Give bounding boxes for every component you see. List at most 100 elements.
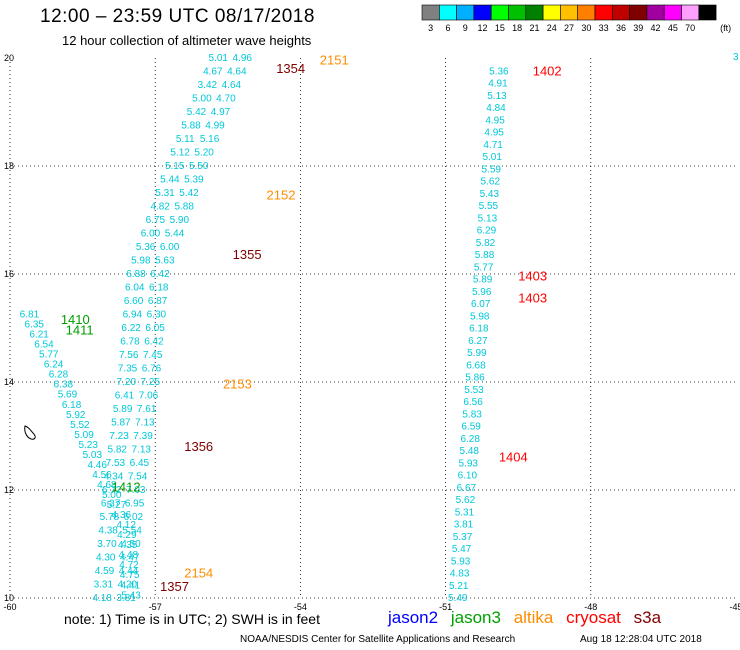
pass-label-cryosat: 1403 xyxy=(518,269,547,284)
swh-value: 5.12 xyxy=(170,148,190,159)
swh-value: 4.35 xyxy=(118,540,138,551)
colorbar-unit: (ft) xyxy=(720,23,731,33)
swh-value: 6.02 xyxy=(124,512,144,523)
swh-value: 7.35 xyxy=(118,364,138,375)
swh-value: 5.98 xyxy=(470,311,490,322)
footer-timestamp: Aug 18 12:28:04 UTC 2018 xyxy=(580,634,702,645)
colorbar-swatch xyxy=(698,4,717,21)
swh-value: 6.05 xyxy=(145,323,165,334)
swh-value: 6.07 xyxy=(471,299,491,310)
swh-value: 4.50 xyxy=(121,539,141,550)
swh-value: 4.18 xyxy=(92,593,112,604)
swh-value: 7.06 xyxy=(139,391,159,402)
swh-value: 6.37 xyxy=(101,499,121,510)
colorbar-label: 6 xyxy=(445,23,450,33)
swh-value: 5.98 xyxy=(131,256,151,267)
swh-value: 5.99 xyxy=(467,348,487,359)
swh-value: 5.53 xyxy=(464,385,484,396)
swh-value: 6.24 xyxy=(44,360,64,371)
swh-value: 6.27 xyxy=(468,336,488,347)
swh-value: 4.20 xyxy=(118,580,138,591)
swh-value: 6.41 xyxy=(115,391,135,402)
swh-value: 6.00 xyxy=(160,242,180,253)
swh-value: 6.59 xyxy=(461,422,481,433)
pass-label-altika: 2152 xyxy=(267,188,296,203)
lon-tick-label: -45 xyxy=(729,602,740,612)
swh-value: 5.15 xyxy=(165,161,185,172)
swh-value: 6.67 xyxy=(457,483,477,494)
lon-tick-label: -54 xyxy=(294,602,307,612)
swh-value: 4.38 xyxy=(98,526,118,537)
swh-value: 6.28 xyxy=(49,370,69,381)
colorbar-label: 70 xyxy=(685,23,695,33)
colorbar-label: 33 xyxy=(599,23,609,33)
colorbar-label: 27 xyxy=(564,23,574,33)
legend-s3a: s3a xyxy=(633,608,662,627)
swh-value: 5.88 xyxy=(475,250,495,261)
swh-value: 7.39 xyxy=(133,431,153,442)
swh-value: 7.20 xyxy=(117,377,137,388)
legend-jason2: jason2 xyxy=(388,608,439,627)
swh-value: 6.21 xyxy=(29,330,49,341)
colorbar-label: 45 xyxy=(668,23,678,33)
swh-value: 6.88 xyxy=(126,269,146,280)
lat-tick-label: 18 xyxy=(4,161,14,171)
swh-value: 4.44 xyxy=(119,566,139,577)
swh-value: 7.53 xyxy=(106,458,126,469)
swh-value: 5.00 xyxy=(192,94,212,105)
swh-value: 5.00 xyxy=(102,490,122,501)
swh-value: 5.03 xyxy=(83,450,103,461)
swh-value: 5.59 xyxy=(482,164,502,175)
swh-value: 4.95 xyxy=(484,128,504,139)
footer-credit: NOAA/NESDIS Center for Satellite Applica… xyxy=(240,634,516,645)
swh-value: 5.93 xyxy=(451,556,471,567)
swh-value: 5.49 xyxy=(448,593,468,604)
swh-value: 5.82 xyxy=(476,238,496,249)
swh-value: 4.48 xyxy=(119,550,139,561)
swh-value: 6.38 xyxy=(54,380,74,391)
swh-value: 6.42 xyxy=(144,337,164,348)
swh-value: 7.25 xyxy=(141,377,161,388)
swh-value: 3.42 xyxy=(198,80,218,91)
swh-value: 6.42 xyxy=(150,269,170,280)
swh-value: 5.90 xyxy=(170,215,190,226)
swh-value: 5.86 xyxy=(465,373,485,384)
swh-value: 4.67 xyxy=(203,67,223,78)
swh-value: 3.31 xyxy=(94,580,114,591)
swh-value: 7.45 xyxy=(143,350,163,361)
swh-value: 5.89 xyxy=(113,404,133,415)
pass-label-cryosat: 1403 xyxy=(518,290,547,305)
swh-value: 6.76 xyxy=(142,364,162,375)
swh-value: 5.23 xyxy=(78,440,98,451)
swh-value: 4.91 xyxy=(488,79,508,90)
swh-value: 6.54 xyxy=(34,340,54,351)
swh-value: 4.59 xyxy=(95,566,115,577)
colorbar-label: 21 xyxy=(529,23,539,33)
swh-value: 4.72 xyxy=(119,560,139,571)
swh-value: 6.87 xyxy=(148,296,168,307)
pass-label-altika: 2154 xyxy=(184,566,213,581)
swh-value: 5.44 xyxy=(160,175,180,186)
swh-value: 5.31 xyxy=(455,507,475,518)
swh-value: 6.18 xyxy=(149,283,169,294)
swh-value: 6.29 xyxy=(477,226,497,237)
swh-value: 5.37 xyxy=(453,532,473,543)
swh-value: 5.63 xyxy=(155,256,175,267)
swh-value: 5.52 xyxy=(70,420,90,431)
swh-value: 5.87 xyxy=(111,418,131,429)
lon-tick-label: -60 xyxy=(3,602,16,612)
pass-label-s3a: 1357 xyxy=(160,579,189,594)
swh-value: 5.21 xyxy=(449,581,469,592)
legend-jason3: jason3 xyxy=(450,608,501,627)
pass-label-s3a: 1356 xyxy=(184,439,213,454)
swh-value: 4.71 xyxy=(483,140,503,151)
satellite-legend: jason2 jason3 altika cryosat s3a xyxy=(388,608,669,628)
swh-value: 4.34 xyxy=(104,472,124,483)
swh-value: 5.43 xyxy=(121,590,141,601)
pass-label-jason3: 1412 xyxy=(112,479,141,494)
swh-value: 4.97 xyxy=(211,107,231,118)
swh-value: 5.16 xyxy=(200,134,220,145)
swh-value: 4.82 xyxy=(150,202,170,213)
swh-value: 6.18 xyxy=(469,324,489,335)
swh-value: 4.99 xyxy=(205,121,225,132)
